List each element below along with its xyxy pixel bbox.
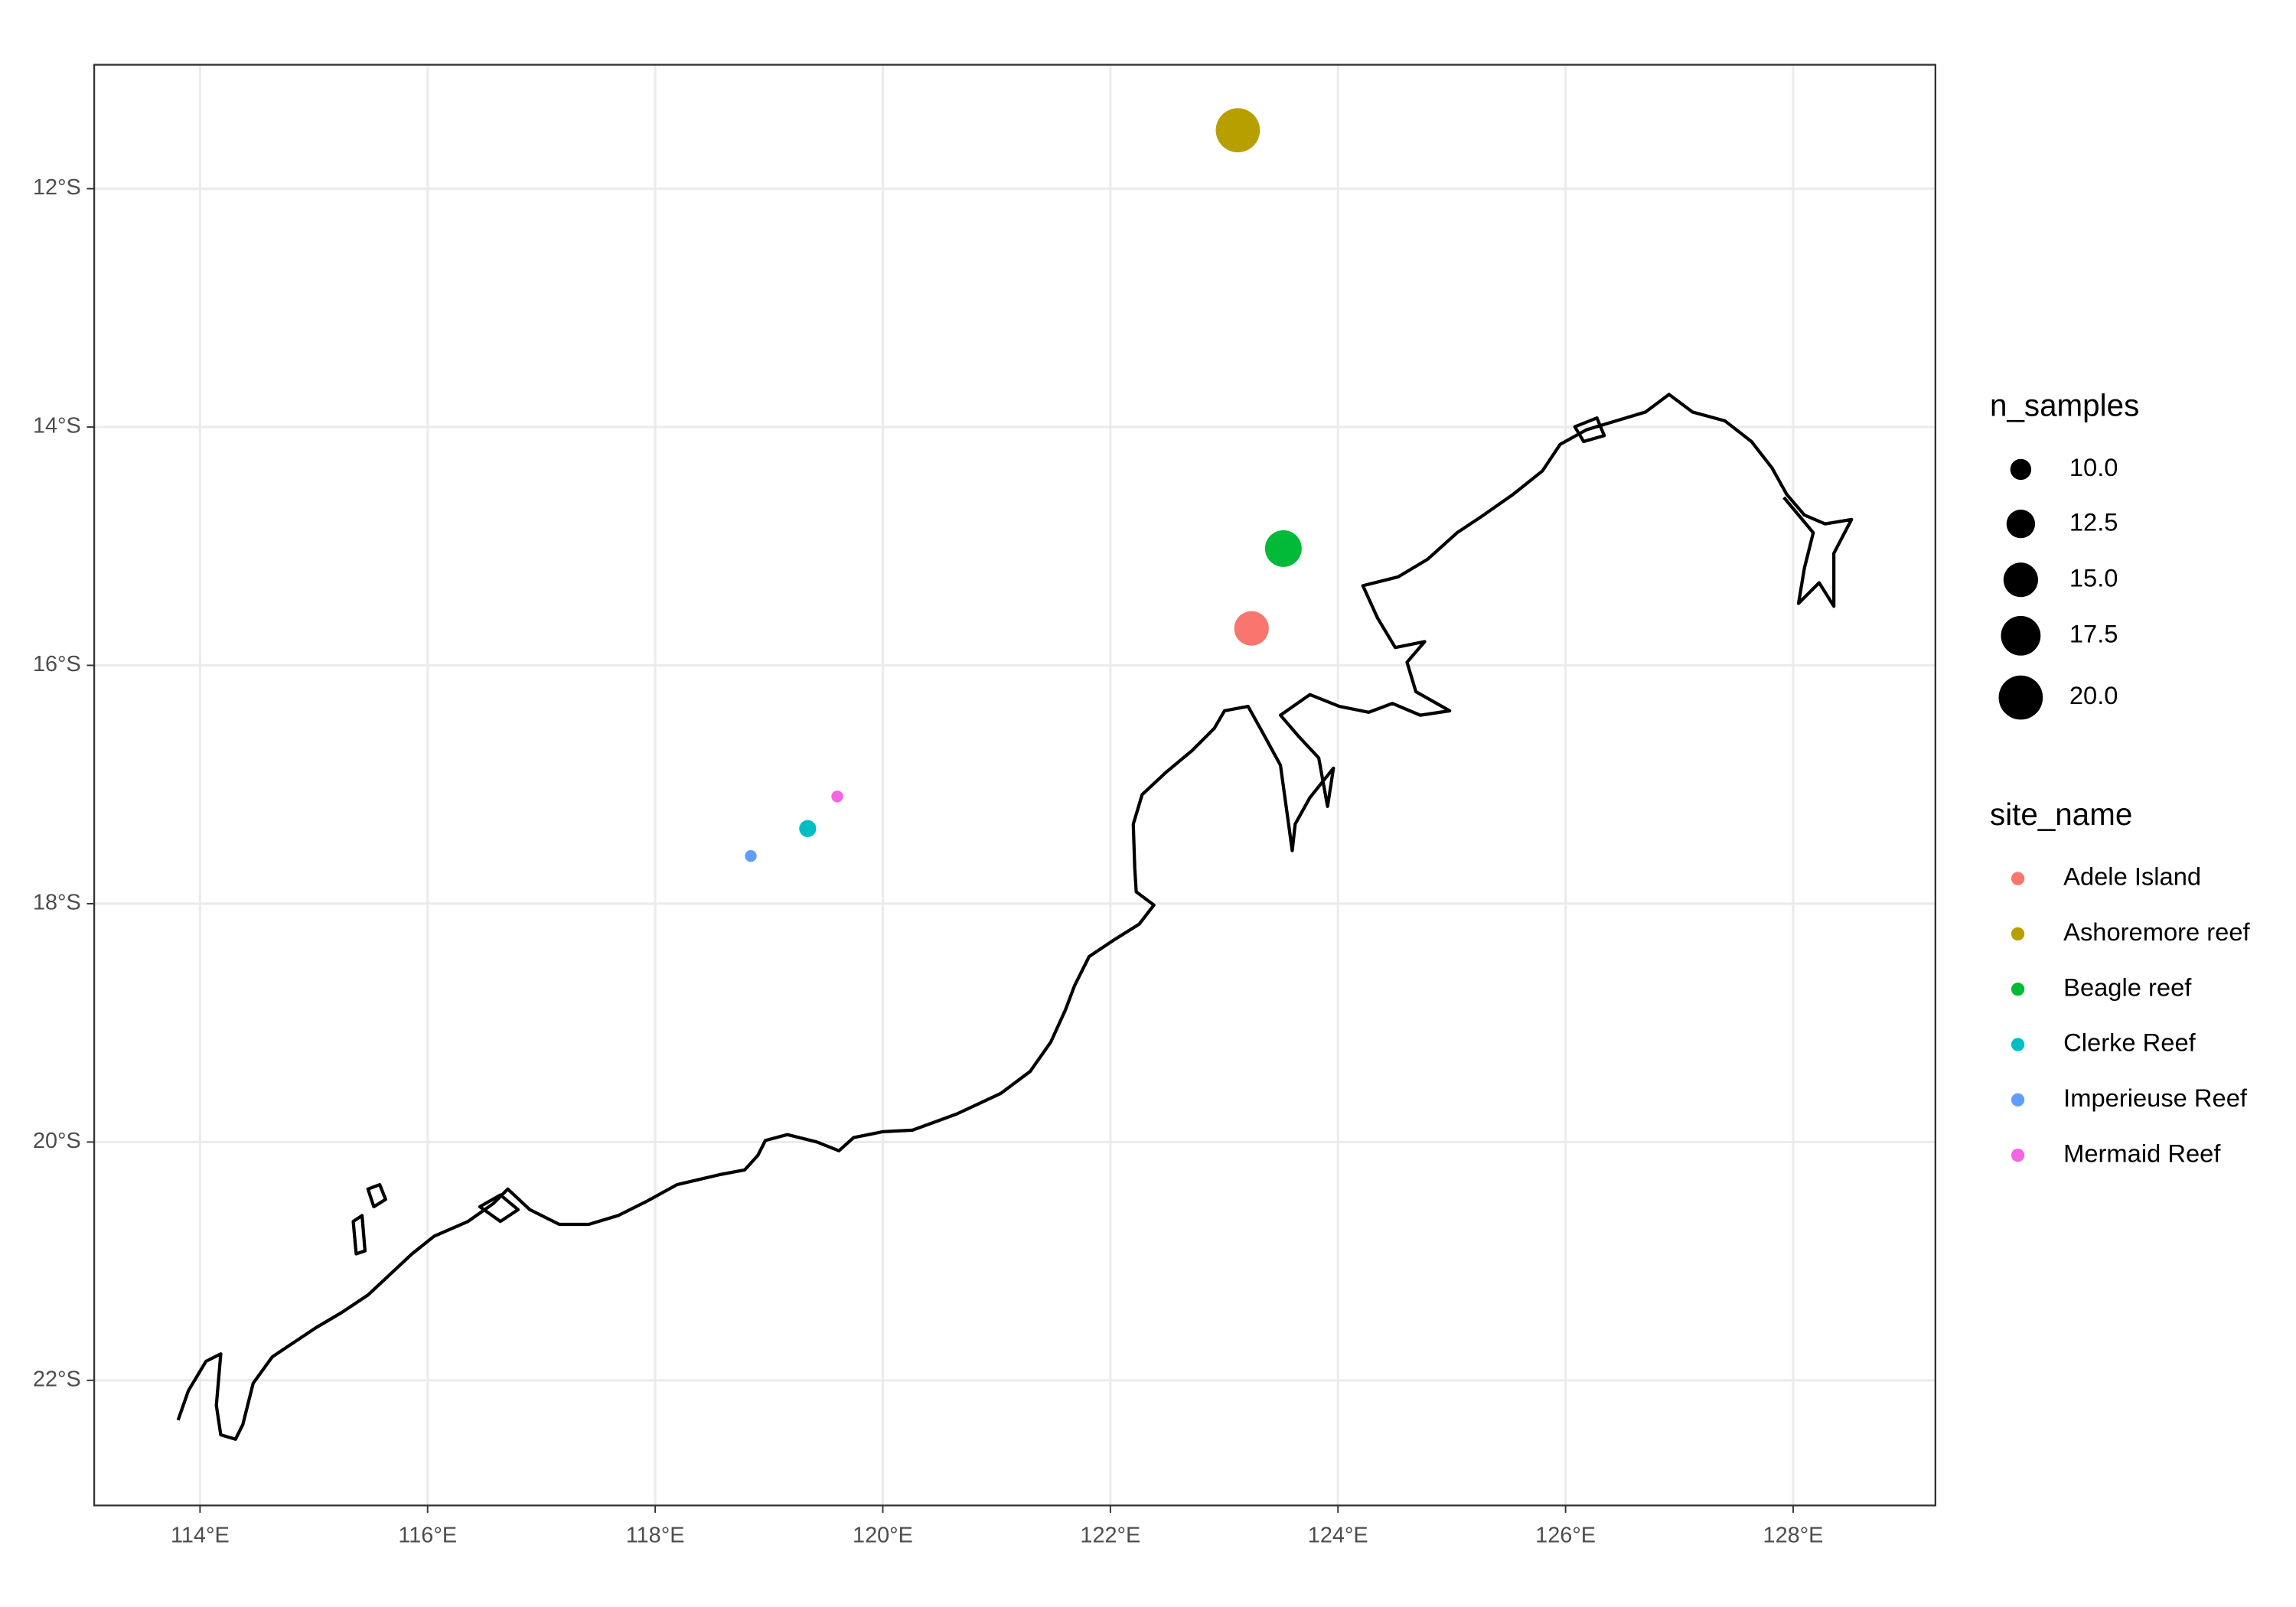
size-legend-key	[1998, 675, 2043, 720]
size-legend-key	[2006, 509, 2036, 539]
coastline	[176, 393, 1854, 1441]
color-legend-key	[2011, 1148, 2025, 1162]
color-legend-key	[2011, 872, 2025, 885]
x-tick-label: 122°E	[1080, 1523, 1140, 1547]
color-legend-label: Beagle reef	[2063, 973, 2192, 1001]
size-legend-key	[2010, 458, 2032, 481]
x-tick-label: 126°E	[1535, 1523, 1596, 1547]
coastline-island	[478, 1193, 520, 1224]
color-legend-title: site_name	[1990, 797, 2132, 832]
size-legend-label: 10.0	[2069, 453, 2118, 481]
y-tick-label: 22°S	[33, 1367, 81, 1391]
color-legend-key	[2011, 983, 2025, 996]
color-legend-label: Clerke Reef	[2063, 1028, 2197, 1057]
size-legend-key	[2001, 615, 2041, 656]
color-legend-label: Ashoremore reef	[2063, 918, 2250, 946]
y-tick-label: 20°S	[33, 1129, 81, 1153]
color-legend-key	[2011, 1038, 2025, 1051]
y-tick-label: 16°S	[33, 652, 81, 676]
x-tick-label: 124°E	[1308, 1523, 1368, 1547]
color-legend-label: Mermaid Reef	[2063, 1139, 2221, 1167]
site-point	[1215, 108, 1261, 153]
site-point	[799, 820, 817, 837]
points	[745, 108, 1302, 862]
color-legend-key	[2011, 1093, 2025, 1107]
size-legend-label: 17.5	[2069, 619, 2118, 647]
size-legend-key	[2003, 562, 2038, 598]
size-legend-title: n_samples	[1990, 387, 2139, 422]
coastline-island	[351, 1214, 367, 1256]
x-tick-label: 118°E	[626, 1523, 685, 1547]
x-tick-label: 116°E	[398, 1523, 457, 1547]
y-tick-label: 12°S	[33, 175, 81, 200]
site-point	[745, 849, 757, 862]
grid	[94, 64, 1936, 1506]
size-legend-label: 15.0	[2069, 563, 2118, 592]
size-legend-label: 12.5	[2069, 507, 2118, 536]
y-tick-label: 18°S	[33, 891, 81, 915]
x-tick-label: 120°E	[853, 1523, 913, 1547]
legend: 10.0 12.5 15.0 17.5 20.0 Adele Island Ashoremo…	[1998, 453, 2251, 1167]
site-point	[1264, 530, 1302, 567]
coastline-mainland	[176, 393, 1854, 1441]
panel-border	[93, 64, 1936, 1507]
site-point	[831, 790, 843, 803]
y-tick-label: 14°S	[33, 414, 81, 438]
color-legend-label: Adele Island	[2063, 862, 2201, 891]
x-tick-label: 114°E	[171, 1523, 230, 1547]
coastline-island	[1573, 416, 1606, 444]
color-legend-key	[2011, 927, 2025, 941]
coastline-island	[366, 1182, 387, 1209]
size-legend-label: 20.0	[2069, 681, 2118, 709]
site-point	[1234, 611, 1269, 646]
x-tick-label: 128°E	[1763, 1523, 1824, 1547]
color-legend-label: Imperieuse Reef	[2063, 1084, 2248, 1112]
